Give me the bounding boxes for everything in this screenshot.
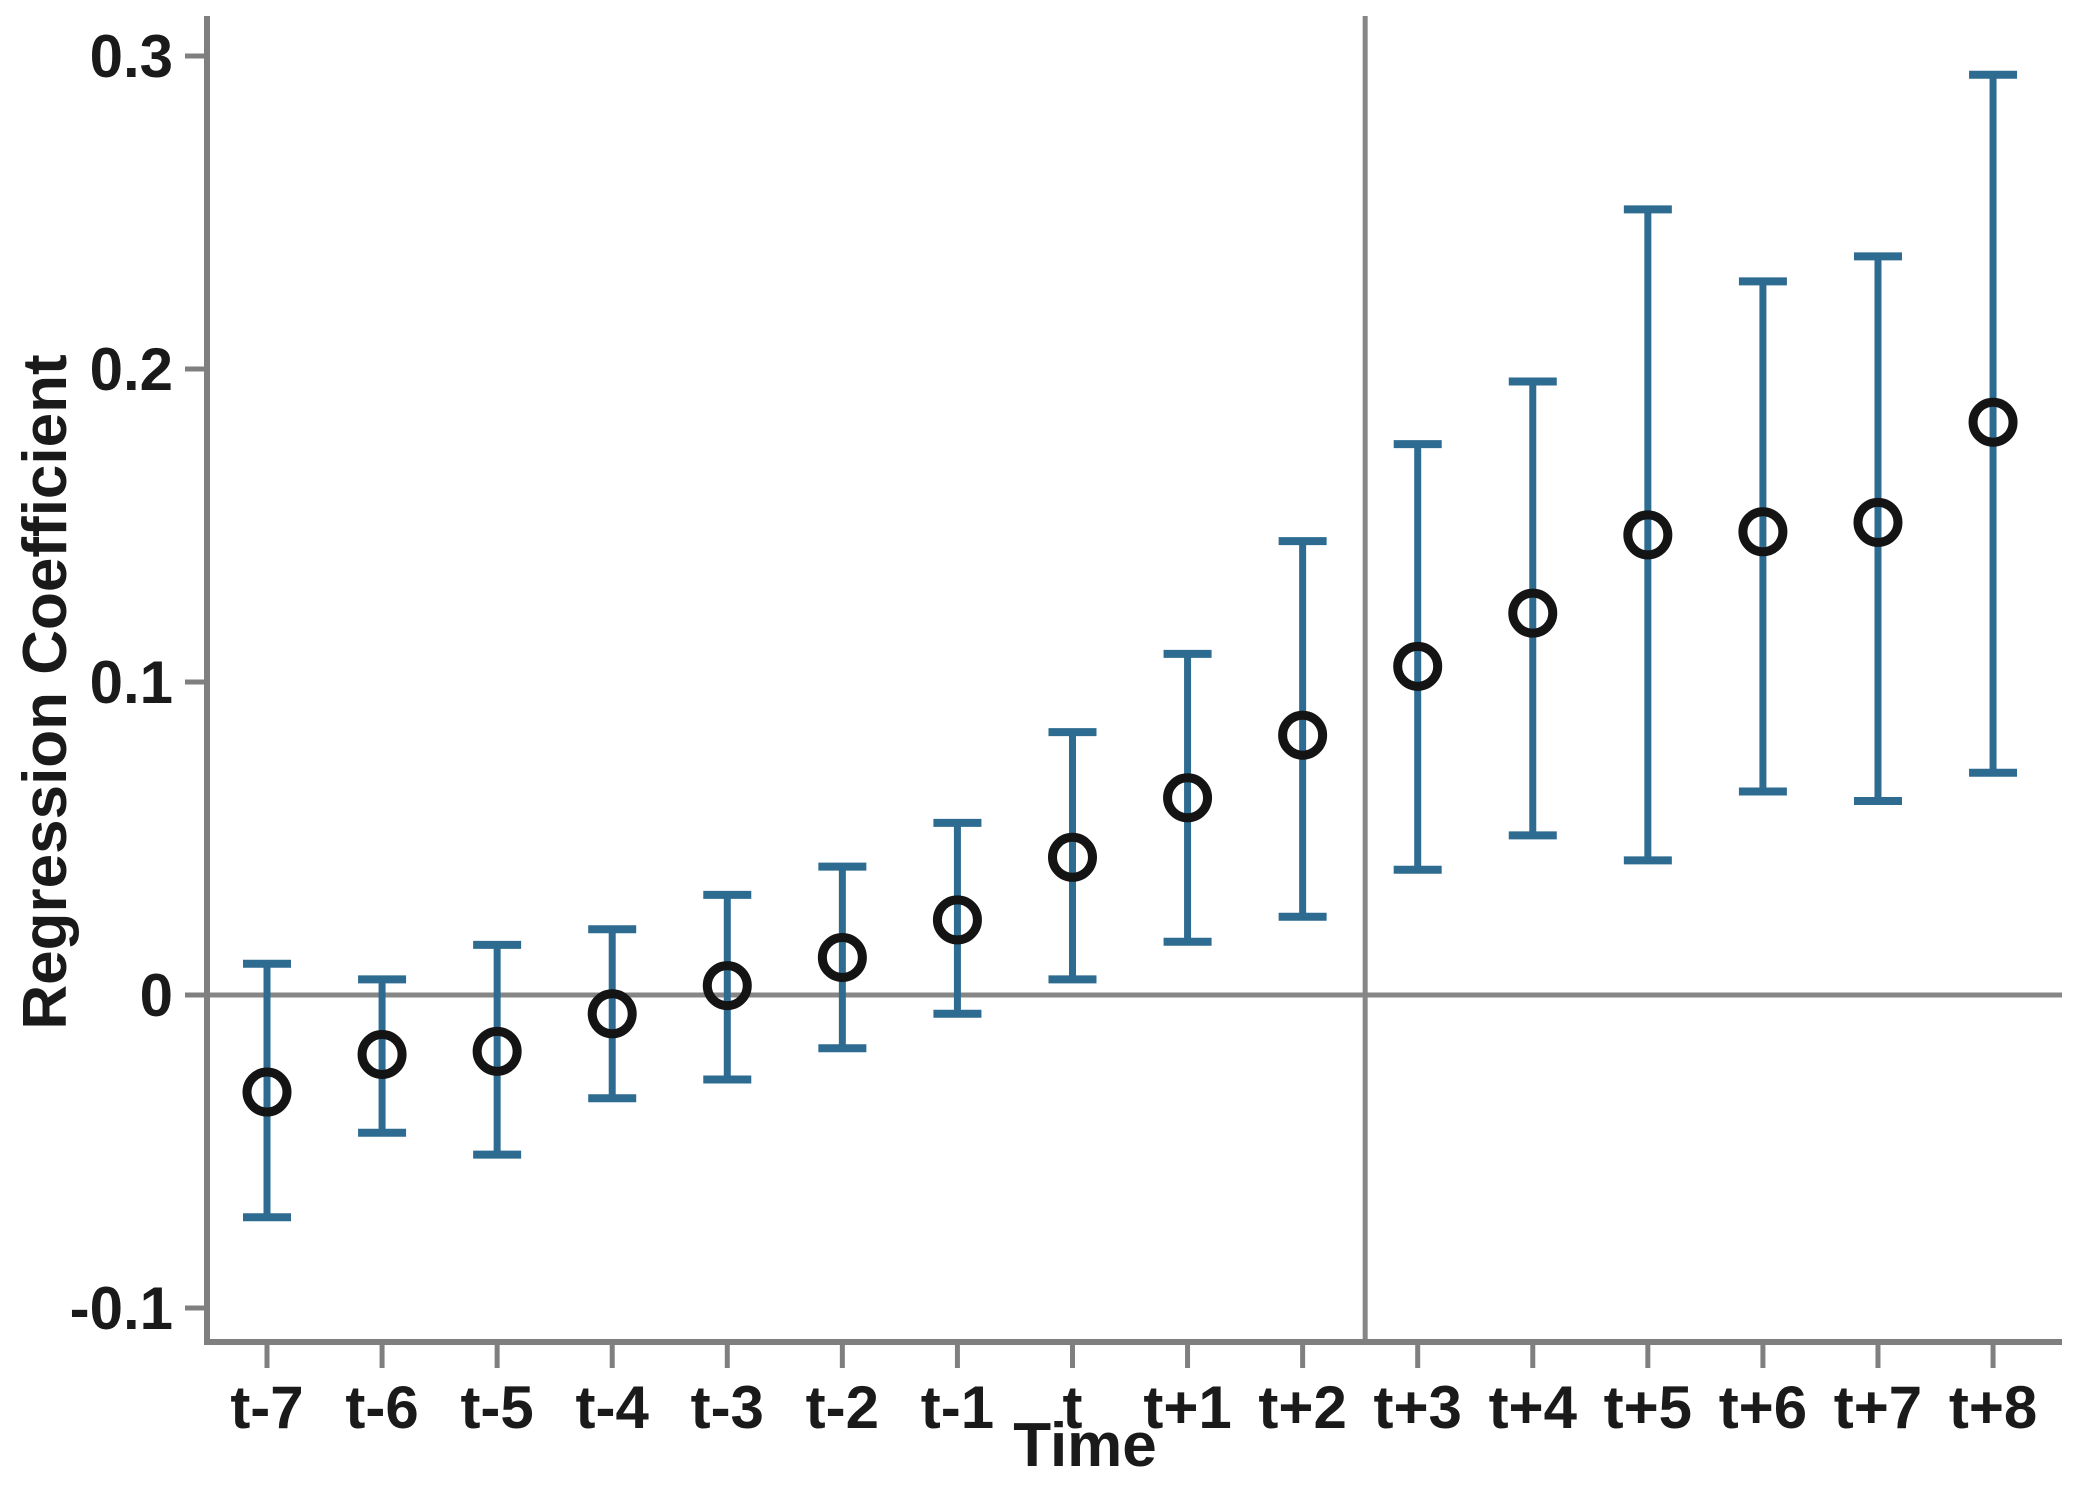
x-tick-label: t-7 <box>230 1374 303 1441</box>
point-marker <box>817 932 867 982</box>
point-marker <box>1623 510 1673 560</box>
x-tick-label: t+3 <box>1374 1374 1462 1441</box>
error-bar-t+8 <box>1968 70 2018 777</box>
error-bar-t-6 <box>357 975 407 1137</box>
error-bar-t-5 <box>472 940 522 1159</box>
point-marker <box>472 1026 522 1076</box>
x-tick-label: t <box>1062 1374 1082 1441</box>
y-tick-label: -0.1 <box>70 1275 173 1342</box>
error-bar-t-7 <box>242 959 292 1222</box>
x-tick-label: t+5 <box>1604 1374 1692 1441</box>
error-bar-t-2 <box>817 862 867 1053</box>
x-tick-label: t+6 <box>1719 1374 1807 1441</box>
error-bar-t+7 <box>1853 252 1903 805</box>
point-marker <box>1393 641 1443 691</box>
y-tick-label: 0 <box>140 962 173 1029</box>
point-marker <box>587 989 637 1039</box>
x-tick-label: t+8 <box>1949 1374 2037 1441</box>
x-axis-title: Time <box>1013 1411 1157 1480</box>
x-tick-label: t-5 <box>460 1374 533 1441</box>
error-bar-t+3 <box>1393 440 1443 874</box>
point-marker <box>932 895 982 945</box>
y-axis-title: Regression Coefficient <box>11 354 80 1029</box>
error-bar-t+1 <box>1163 649 1213 946</box>
x-tick-label: t+2 <box>1258 1374 1346 1441</box>
data-layer <box>242 70 2018 1222</box>
point-marker <box>1508 588 1558 638</box>
error-bar-t+6 <box>1738 277 1788 796</box>
x-tick-label: t+1 <box>1143 1374 1231 1441</box>
x-tick-label: t-1 <box>921 1374 994 1441</box>
error-bar-t-1 <box>932 818 982 1018</box>
x-tick-label: t-6 <box>345 1374 418 1441</box>
x-tick-label: t-2 <box>806 1374 879 1441</box>
y-tick-label: 0.2 <box>90 336 173 403</box>
x-tick-label: t-3 <box>691 1374 764 1441</box>
point-marker <box>1163 773 1213 823</box>
error-bar-t+4 <box>1508 377 1558 840</box>
error-bar-t <box>1047 728 1097 984</box>
error-bar-t-4 <box>587 925 637 1103</box>
x-tick-label: t+4 <box>1489 1374 1578 1441</box>
error-bar-t-3 <box>702 890 752 1084</box>
reference-lines-layer <box>207 16 2062 1342</box>
point-marker <box>702 961 752 1011</box>
point-marker <box>357 1029 407 1079</box>
point-marker <box>1853 497 1903 547</box>
point-marker <box>1968 397 2018 447</box>
point-marker <box>1047 832 1097 882</box>
point-marker <box>1278 710 1328 760</box>
x-tick-label: t-4 <box>576 1374 650 1441</box>
axes-layer: 0.3 0.2 0.1 0 -0.1 t-7 t-6 t-5 t-4 t-3 t-2 t-1 t t+1 t… <box>70 16 2062 1441</box>
point-marker <box>1738 507 1788 557</box>
error-bar-t+5 <box>1623 205 1673 865</box>
error-bar-t+2 <box>1278 537 1328 921</box>
x-tick-label: t+7 <box>1834 1374 1922 1441</box>
y-tick-label: 0.1 <box>90 649 173 716</box>
point-marker <box>242 1067 292 1117</box>
y-tick-label: 0.3 <box>90 23 173 90</box>
